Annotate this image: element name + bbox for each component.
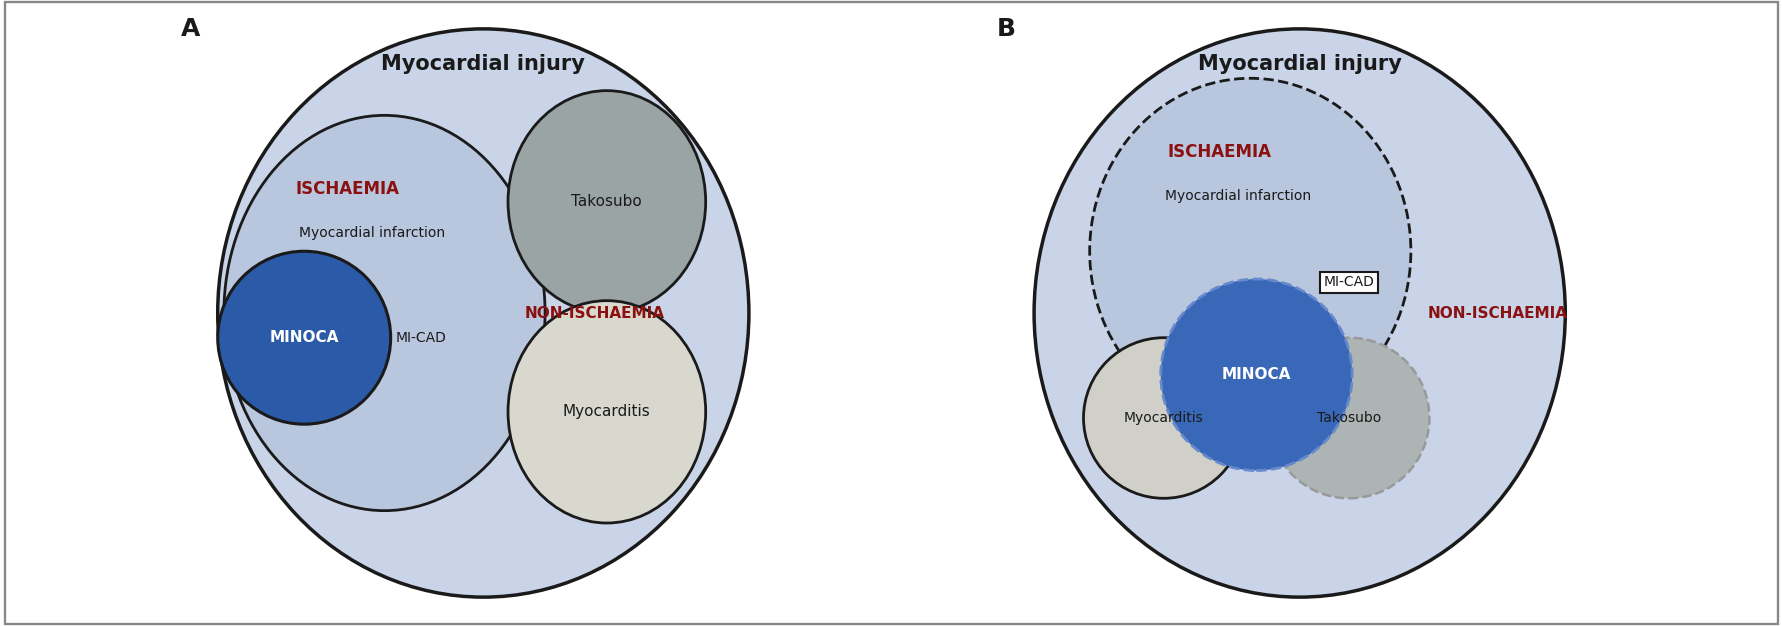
Text: Myocardial infarction: Myocardial infarction	[1164, 188, 1310, 203]
Text: MI-CAD: MI-CAD	[396, 331, 447, 345]
Ellipse shape	[508, 91, 706, 313]
Text: MI-CAD: MI-CAD	[1322, 275, 1374, 289]
Text: MINOCA: MINOCA	[1221, 367, 1290, 382]
Circle shape	[217, 251, 390, 424]
Text: Myocarditis: Myocarditis	[1123, 411, 1203, 425]
Text: Myocardial infarction: Myocardial infarction	[299, 226, 446, 240]
Text: B: B	[996, 16, 1016, 41]
Text: MINOCA: MINOCA	[269, 330, 339, 345]
Text: Takosubo: Takosubo	[1317, 411, 1381, 425]
Text: Myocarditis: Myocarditis	[563, 404, 650, 419]
Text: NON-ISCHAEMIA: NON-ISCHAEMIA	[1427, 305, 1566, 321]
Circle shape	[1160, 279, 1351, 471]
Circle shape	[1083, 337, 1244, 498]
Text: ISCHAEMIA: ISCHAEMIA	[296, 180, 399, 198]
Text: Myocardial injury: Myocardial injury	[381, 54, 584, 74]
Ellipse shape	[217, 29, 748, 597]
Ellipse shape	[1089, 78, 1410, 424]
Text: ISCHAEMIA: ISCHAEMIA	[1167, 143, 1271, 162]
Ellipse shape	[508, 300, 706, 523]
Text: Takosubo: Takosubo	[572, 194, 642, 209]
Text: NON-ISCHAEMIA: NON-ISCHAEMIA	[524, 305, 665, 321]
Ellipse shape	[225, 115, 545, 511]
Text: A: A	[180, 16, 200, 41]
Ellipse shape	[1034, 29, 1565, 597]
Circle shape	[1269, 337, 1429, 498]
Text: Myocardial injury: Myocardial injury	[1198, 54, 1401, 74]
